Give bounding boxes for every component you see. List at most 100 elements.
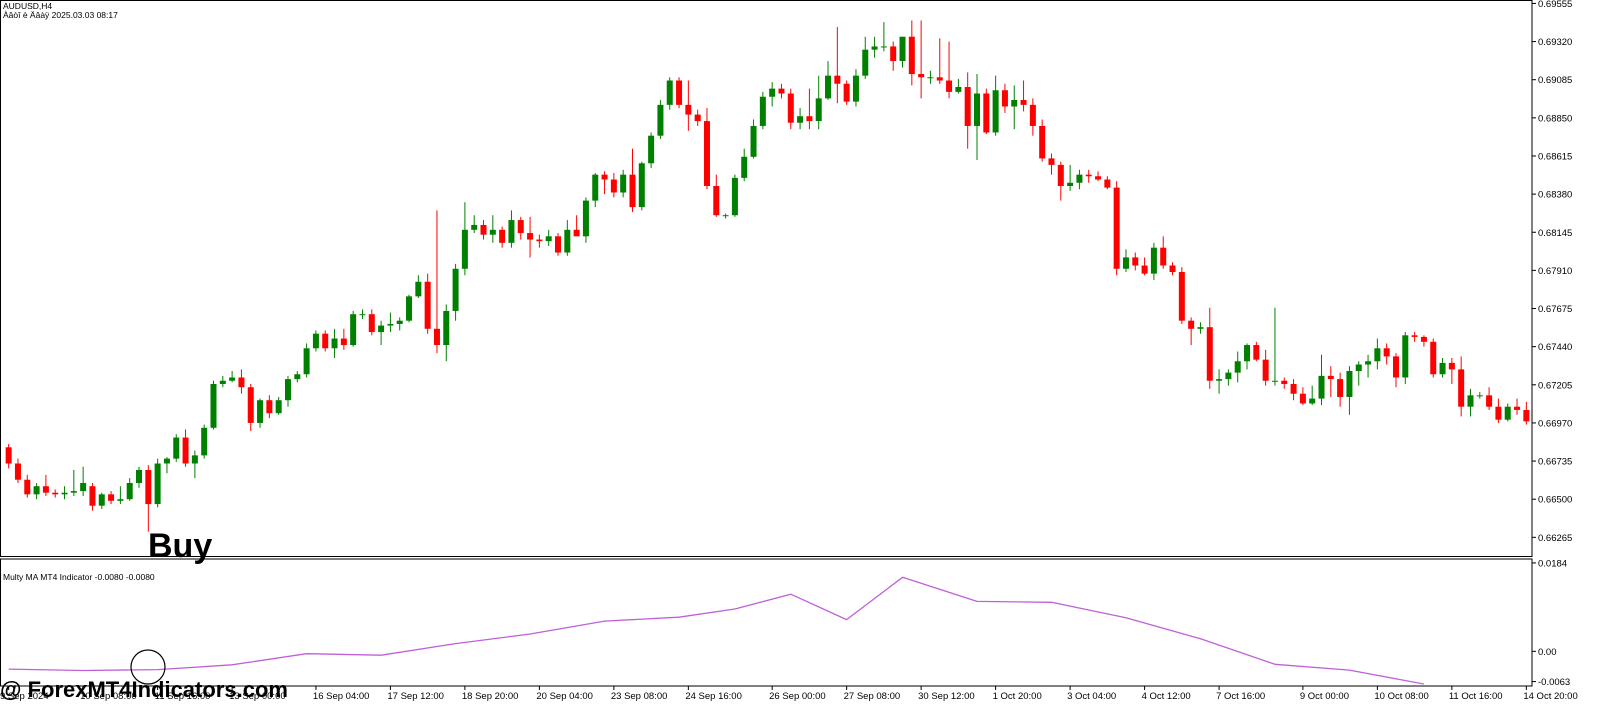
candle-body	[1467, 395, 1474, 407]
time-tick-label: 3 Oct 04:00	[1067, 691, 1116, 702]
candle-body	[648, 135, 655, 164]
candle-body	[443, 310, 450, 346]
candle-body	[871, 46, 878, 50]
indicator-tick-label: -0.0063	[1538, 677, 1570, 688]
candle-body	[433, 328, 440, 346]
time-tick-label: 20 Sep 04:00	[536, 691, 593, 702]
candle	[1150, 242, 1157, 281]
candle-body	[1244, 345, 1251, 362]
candle-body	[527, 233, 534, 240]
candle	[1271, 307, 1278, 386]
candle	[1244, 343, 1251, 370]
candle-body	[713, 186, 720, 216]
candle	[340, 328, 347, 350]
candle-body	[862, 49, 869, 76]
candle-body	[778, 88, 785, 94]
candle	[1085, 169, 1092, 183]
candle	[1216, 369, 1223, 394]
price-tick-label: 0.66500	[1538, 495, 1572, 506]
candle-body	[1458, 369, 1465, 407]
price-tick-label: 0.69085	[1538, 75, 1572, 86]
candle	[1011, 85, 1018, 130]
candle-body	[564, 229, 571, 253]
candle-body	[1039, 125, 1046, 159]
candle	[433, 210, 440, 354]
candle	[108, 491, 115, 505]
candle	[1188, 317, 1195, 346]
candle-body	[42, 486, 49, 493]
candle	[480, 220, 487, 240]
candle-body	[787, 93, 794, 123]
candle-body	[666, 80, 673, 105]
price-axis: 0.69555 0.69320 0.69085 0.68850 0.68615 0.683…	[1532, 0, 1572, 544]
candle	[1337, 372, 1344, 407]
candle-body	[1067, 182, 1074, 186]
price-tick-label: 0.68145	[1538, 228, 1572, 239]
candle-body	[1523, 409, 1530, 422]
indicator-layer	[8, 576, 1425, 685]
candle-body	[312, 333, 319, 349]
candle-body	[1011, 99, 1018, 107]
candle-body	[1365, 361, 1372, 365]
candle-body	[1290, 383, 1297, 394]
candle-body	[722, 215, 729, 217]
candle	[927, 70, 934, 84]
price-tick-label: 0.68615	[1538, 151, 1572, 162]
candle-body	[1337, 379, 1344, 397]
candle	[629, 148, 636, 212]
candle-body	[136, 469, 143, 483]
candle	[908, 20, 915, 86]
candle	[238, 369, 245, 394]
candle-body	[145, 469, 152, 505]
price-tick-label: 0.69555	[1538, 0, 1572, 10]
candle	[1420, 335, 1427, 347]
candle	[1039, 119, 1046, 162]
candle	[303, 343, 310, 378]
time-tick-label: 26 Sep 00:00	[769, 691, 826, 702]
candles-layer	[5, 20, 1530, 532]
time-axis: 9 Sep 2024 10 Sep 08:00 11 Sep 16:00 13 Sep…	[0, 686, 1578, 702]
candle	[592, 173, 599, 208]
candle	[1160, 236, 1167, 269]
price-tick-label: 0.68380	[1538, 190, 1572, 201]
candle-body	[1197, 327, 1204, 329]
candle	[1383, 343, 1390, 365]
chart-subtitle: Àâòî è Äâàÿ 2025.03.03 08:17	[3, 10, 118, 20]
candle	[42, 474, 49, 496]
time-tick-label: 30 Sep 12:00	[918, 691, 975, 702]
candle	[769, 82, 776, 107]
candle	[918, 20, 925, 99]
candle	[1206, 307, 1213, 389]
candle	[1430, 338, 1437, 378]
candle-body	[1225, 372, 1232, 380]
candle	[1113, 181, 1120, 276]
candle	[1458, 356, 1465, 417]
candle	[201, 424, 208, 459]
candle-body	[1495, 406, 1502, 420]
candle	[312, 330, 319, 352]
candle	[946, 41, 953, 99]
candle-body	[592, 174, 599, 201]
candle	[368, 309, 375, 336]
price-tick-label: 0.66735	[1538, 457, 1572, 468]
candle	[5, 444, 12, 469]
candle-body	[638, 163, 645, 208]
candle-body	[33, 486, 40, 495]
time-tick-label: 1 Oct 20:00	[993, 691, 1042, 702]
candle	[1178, 267, 1185, 324]
candle	[964, 72, 971, 149]
candle-body	[1150, 247, 1157, 274]
candle-body	[1132, 257, 1139, 266]
time-tick-label: 11 Oct 16:00	[1449, 691, 1503, 702]
candle-body	[1095, 176, 1102, 180]
price-tick-label: 0.66265	[1538, 533, 1572, 544]
candle-body	[1048, 158, 1055, 165]
candle-body	[1085, 174, 1092, 177]
candle	[191, 450, 198, 479]
candle-body	[676, 80, 683, 105]
candle-body	[424, 281, 431, 329]
candle	[136, 466, 143, 488]
candle	[1299, 387, 1306, 406]
candle-body	[1281, 380, 1288, 384]
candle-body	[1057, 164, 1064, 186]
